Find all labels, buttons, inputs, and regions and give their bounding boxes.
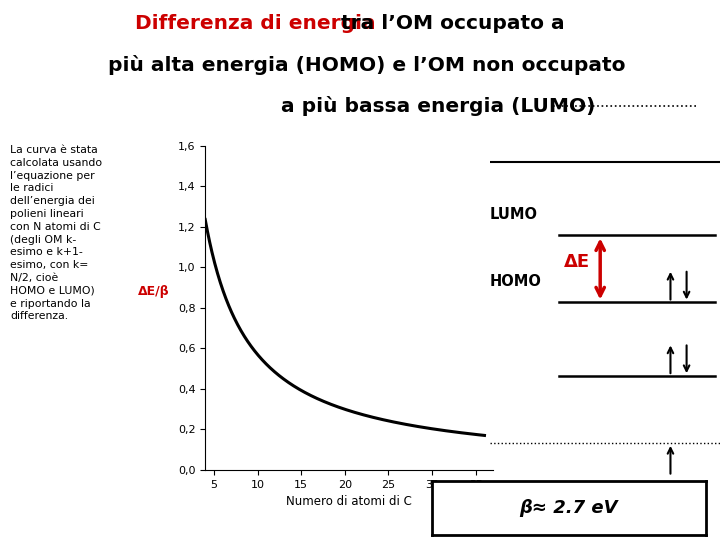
Text: tra l’OM occupato a: tra l’OM occupato a: [334, 14, 564, 33]
Text: a più bassa energia (LUMO): a più bassa energia (LUMO): [281, 96, 595, 117]
Text: La curva è stata
calcolata usando
l’equazione per
le radici
dell’energia dei
pol: La curva è stata calcolata usando l’equa…: [10, 145, 102, 321]
Text: ΔE/β: ΔE/β: [138, 285, 169, 298]
Text: Differenza di energia: Differenza di energia: [135, 14, 376, 33]
Text: β≈ 2.7 eV: β≈ 2.7 eV: [520, 498, 618, 517]
Text: più alta energia (HOMO) e l’OM non occupato: più alta energia (HOMO) e l’OM non occup…: [109, 55, 626, 75]
Text: Differenza di energia tra l’OM occupato a: Differenza di energia tra l’OM occupato …: [132, 14, 603, 33]
Text: LUMO: LUMO: [490, 207, 538, 222]
Text: ΔE: ΔE: [564, 253, 590, 271]
Text: HOMO: HOMO: [490, 274, 541, 289]
X-axis label: Numero di atomi di C: Numero di atomi di C: [287, 495, 412, 508]
